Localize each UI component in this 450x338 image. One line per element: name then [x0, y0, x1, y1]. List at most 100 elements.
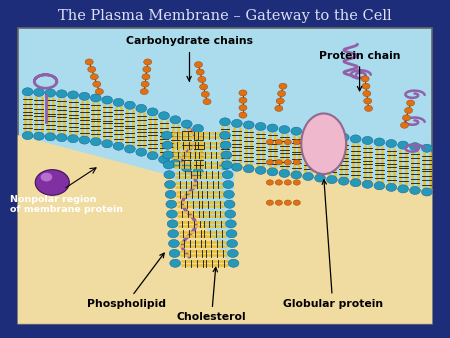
Circle shape [327, 175, 337, 184]
Text: Carbohydrate chains: Carbohydrate chains [126, 36, 252, 81]
Circle shape [255, 166, 266, 174]
Circle shape [196, 69, 204, 75]
Circle shape [68, 91, 78, 99]
Ellipse shape [301, 114, 346, 174]
Circle shape [400, 122, 409, 128]
Circle shape [315, 130, 325, 138]
Circle shape [201, 91, 209, 97]
Circle shape [398, 141, 409, 149]
Circle shape [220, 131, 230, 139]
Circle shape [228, 249, 238, 258]
Circle shape [293, 200, 300, 206]
Circle shape [181, 120, 192, 128]
Circle shape [141, 81, 149, 87]
Circle shape [143, 66, 151, 72]
Circle shape [125, 101, 135, 109]
Circle shape [35, 170, 69, 195]
Circle shape [168, 240, 179, 248]
Circle shape [170, 160, 181, 168]
Circle shape [200, 84, 207, 90]
Circle shape [147, 108, 158, 116]
Circle shape [293, 139, 300, 145]
Circle shape [284, 180, 292, 185]
Circle shape [142, 74, 150, 80]
Circle shape [167, 220, 178, 228]
Circle shape [221, 151, 232, 159]
Circle shape [410, 143, 420, 151]
Circle shape [266, 180, 274, 185]
Circle shape [169, 249, 180, 258]
Circle shape [239, 105, 247, 111]
Circle shape [161, 131, 172, 139]
Circle shape [327, 132, 337, 140]
Circle shape [364, 98, 372, 104]
Circle shape [266, 139, 274, 145]
Circle shape [170, 259, 180, 267]
Circle shape [293, 160, 300, 165]
Circle shape [221, 161, 232, 169]
Circle shape [315, 174, 325, 182]
Circle shape [163, 161, 174, 169]
Circle shape [276, 98, 284, 104]
Circle shape [291, 127, 302, 135]
Circle shape [279, 83, 287, 89]
Circle shape [350, 135, 361, 143]
Circle shape [45, 133, 56, 141]
Circle shape [56, 90, 67, 98]
Circle shape [361, 76, 369, 82]
Circle shape [22, 131, 33, 140]
Circle shape [402, 115, 410, 121]
Circle shape [266, 160, 274, 165]
Circle shape [102, 96, 112, 104]
Circle shape [374, 182, 385, 190]
Circle shape [303, 172, 314, 180]
Circle shape [93, 81, 101, 87]
Circle shape [113, 142, 124, 150]
Circle shape [144, 59, 152, 65]
Circle shape [231, 163, 242, 171]
Circle shape [68, 135, 78, 143]
Circle shape [198, 76, 206, 82]
Circle shape [231, 119, 242, 127]
Circle shape [45, 89, 56, 97]
Circle shape [147, 152, 158, 160]
Circle shape [113, 98, 124, 106]
Circle shape [278, 91, 286, 97]
Circle shape [225, 220, 236, 228]
Circle shape [364, 105, 373, 112]
Circle shape [56, 134, 67, 142]
Circle shape [168, 230, 179, 238]
Circle shape [220, 118, 230, 126]
Circle shape [284, 200, 292, 206]
Circle shape [170, 116, 181, 124]
Circle shape [22, 88, 33, 96]
Circle shape [90, 94, 101, 102]
Circle shape [222, 171, 233, 179]
Circle shape [225, 210, 236, 218]
Circle shape [220, 162, 230, 170]
Circle shape [374, 138, 385, 146]
Circle shape [226, 230, 237, 238]
Circle shape [363, 91, 371, 97]
Circle shape [193, 168, 203, 176]
Circle shape [303, 129, 314, 137]
Circle shape [136, 104, 147, 113]
Circle shape [239, 97, 247, 103]
Circle shape [406, 100, 414, 106]
Circle shape [275, 139, 283, 145]
Circle shape [203, 99, 211, 105]
Circle shape [243, 165, 254, 173]
Circle shape [239, 90, 247, 96]
Circle shape [34, 132, 45, 140]
Circle shape [284, 160, 292, 165]
Circle shape [422, 144, 432, 152]
Circle shape [125, 145, 135, 153]
Circle shape [291, 171, 302, 179]
Circle shape [34, 88, 45, 96]
Circle shape [79, 92, 90, 100]
Circle shape [279, 126, 290, 134]
Circle shape [223, 180, 234, 189]
Circle shape [40, 173, 52, 182]
Circle shape [275, 105, 283, 112]
Circle shape [338, 177, 349, 185]
